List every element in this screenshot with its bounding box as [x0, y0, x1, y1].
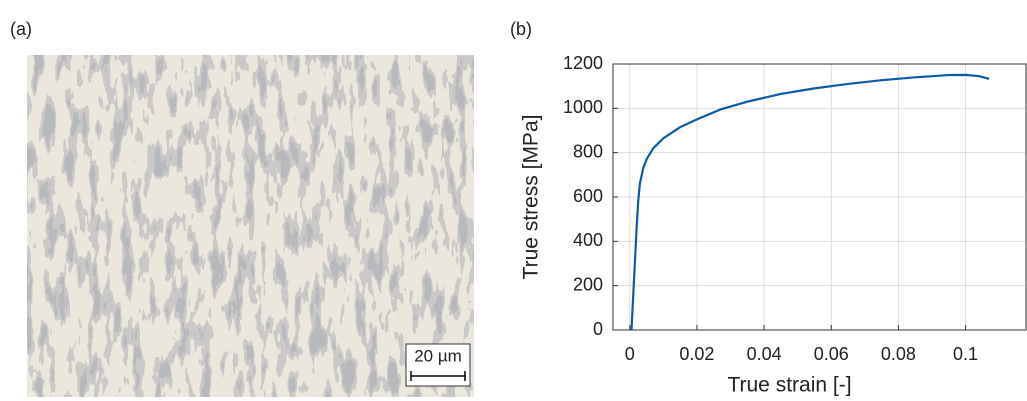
- y-tick-label: 600: [573, 186, 603, 206]
- y-tick-label: 200: [573, 274, 603, 294]
- x-tick-label: 0: [625, 344, 635, 364]
- x-tick-label: 0.06: [814, 344, 849, 364]
- y-tick-label: 800: [573, 141, 603, 161]
- y-axis-label: True stress [MPa]: [520, 115, 543, 280]
- scale-bar-label: 20 µm: [414, 346, 462, 365]
- x-tick-label: 0.02: [679, 344, 714, 364]
- micrograph: [27, 55, 474, 397]
- x-axis-label: True strain [-]: [727, 374, 851, 397]
- y-tick-label: 1000: [563, 97, 603, 117]
- y-tick-label: 400: [573, 230, 603, 250]
- x-tick-label: 0.08: [881, 344, 916, 364]
- x-tick-label: 0.1: [953, 344, 978, 364]
- panel-label: (b): [510, 19, 532, 39]
- x-tick-label: 0.04: [747, 344, 782, 364]
- plot-frame: [612, 63, 1027, 331]
- stress-strain-curve: [630, 73, 990, 331]
- panel-label: (a): [10, 19, 32, 39]
- y-tick-label: 1200: [563, 53, 603, 73]
- y-tick-label: 0: [593, 319, 603, 339]
